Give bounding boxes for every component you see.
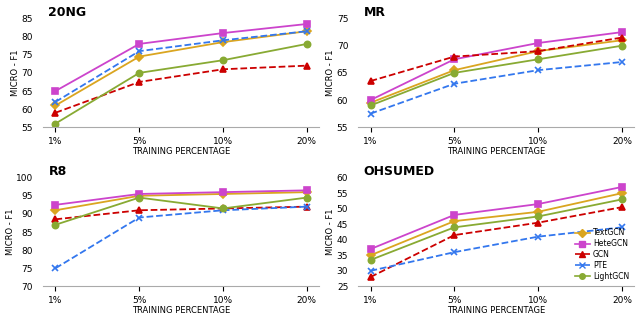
- Legend: TextGCN, HeteGCN, GCN, PTE, LightGCN: TextGCN, HeteGCN, GCN, PTE, LightGCN: [573, 227, 630, 282]
- Y-axis label: MICRO - F1: MICRO - F1: [12, 50, 20, 96]
- Y-axis label: MICRO - F1: MICRO - F1: [6, 209, 15, 255]
- X-axis label: TRAINING PERCENTAGE: TRAINING PERCENTAGE: [447, 307, 545, 316]
- X-axis label: TRAINING PERCENTAGE: TRAINING PERCENTAGE: [447, 147, 545, 156]
- X-axis label: TRAINING PERCENTAGE: TRAINING PERCENTAGE: [132, 147, 230, 156]
- Y-axis label: MICRO - F1: MICRO - F1: [326, 209, 335, 255]
- Text: OHSUMED: OHSUMED: [364, 165, 435, 178]
- Y-axis label: MICRO - F1: MICRO - F1: [326, 50, 335, 96]
- Text: R8: R8: [49, 165, 67, 178]
- Text: MR: MR: [364, 5, 385, 19]
- X-axis label: TRAINING PERCENTAGE: TRAINING PERCENTAGE: [132, 307, 230, 316]
- Text: 20NG: 20NG: [49, 5, 86, 19]
